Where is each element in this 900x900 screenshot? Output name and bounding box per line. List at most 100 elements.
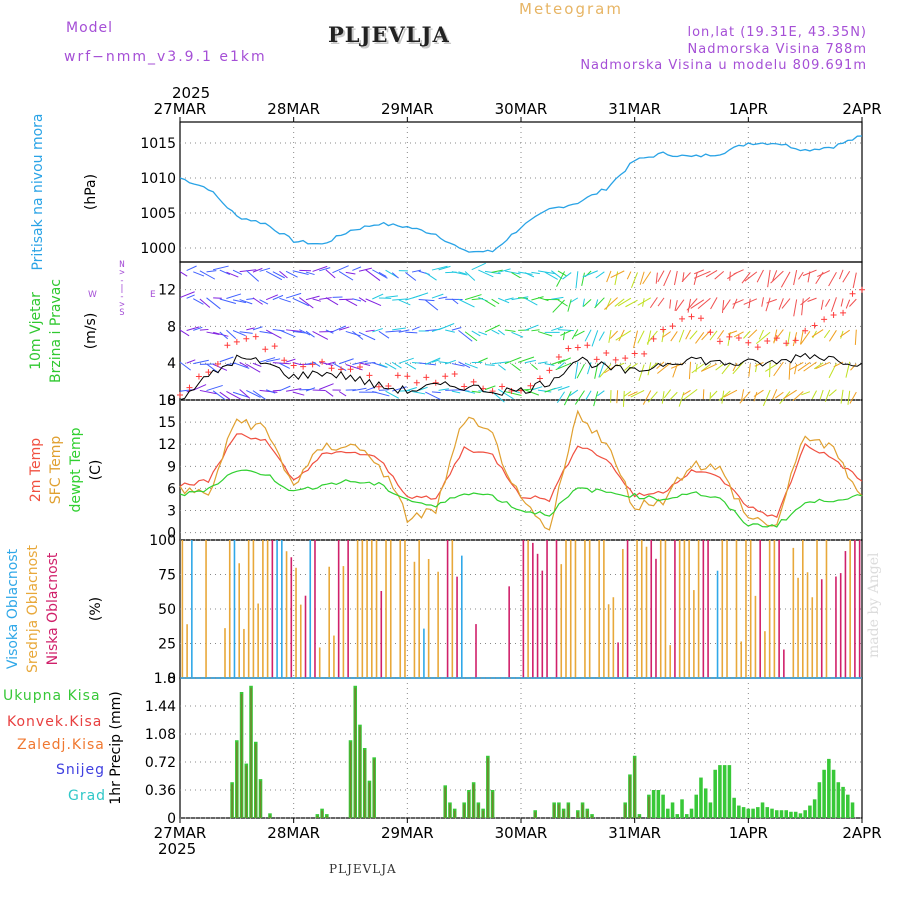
wind-axis-label: Brzina i Pravac — [48, 279, 64, 383]
y-tick-label: 1005 — [140, 206, 176, 222]
wind-arrow — [852, 272, 857, 289]
precip-total-bar — [756, 807, 760, 818]
wind-arrow — [319, 267, 331, 272]
wind-arrow — [842, 270, 851, 283]
wind-arrow — [186, 294, 195, 299]
wind-arrow — [794, 363, 798, 375]
wind-arrow — [781, 298, 791, 309]
wind-arrow — [802, 269, 817, 277]
wind-arrow — [614, 271, 619, 286]
wind-arrow — [319, 361, 334, 367]
wind-arrow — [232, 269, 243, 275]
wind-arrow — [524, 359, 536, 364]
wind-gust-marker — [508, 388, 515, 395]
wind-arrow — [721, 300, 725, 313]
precip-convective-bar — [354, 687, 357, 818]
wind-arrow — [584, 329, 592, 342]
wind-arrow — [213, 331, 229, 337]
precip-total-bar — [666, 808, 670, 818]
wind-arrow — [232, 330, 246, 337]
wind-arrow — [625, 299, 638, 308]
wind-arrow — [325, 297, 339, 306]
wind-arrow — [756, 269, 764, 283]
wind-arrow — [598, 361, 605, 378]
precip-total-bar — [841, 786, 845, 818]
wind-arrow — [305, 271, 315, 276]
wind-arrow — [259, 267, 271, 272]
wind-arrow — [391, 361, 402, 369]
wind-arrow — [358, 331, 376, 341]
wind-gust-marker — [499, 383, 506, 390]
wind-arrow — [425, 299, 439, 311]
wind-arrow — [823, 329, 831, 339]
wind-arrow — [179, 329, 190, 337]
wind-arrow — [792, 332, 798, 347]
wind-arrow — [338, 358, 354, 365]
cloud-mid-axis-label: Srednja Oblacnost — [25, 545, 41, 673]
precip-total-bar — [846, 794, 850, 818]
wind-arrow — [840, 298, 844, 307]
wind-arrow — [524, 389, 540, 396]
wind-arrow — [272, 329, 285, 332]
wind-arrow — [252, 267, 263, 273]
wind-gust-marker — [773, 335, 780, 342]
wind-arrow — [405, 362, 417, 370]
wind-arrow — [551, 326, 564, 332]
wind-arrow — [761, 297, 764, 307]
wind-arrow — [464, 294, 482, 301]
top-time-tick-label: 29MAR — [381, 100, 434, 118]
temp-dew-axis-label: dewpt Temp — [68, 427, 84, 512]
precip-convective-bar — [591, 816, 593, 818]
wind-arrow — [732, 361, 744, 375]
y-tick-label: 6 — [167, 481, 176, 497]
wind-arrow — [292, 391, 305, 396]
wind-arrow — [219, 298, 236, 304]
wind-arrow — [570, 297, 579, 303]
precip-total-bar — [684, 814, 689, 818]
precip-total-bar — [798, 813, 803, 818]
precip-total-bar — [732, 797, 736, 818]
wind-arrow — [783, 389, 797, 399]
temp-dewpoint-line — [179, 469, 863, 528]
wind-gust-marker — [802, 327, 809, 334]
wind-arrow — [585, 390, 592, 400]
precip-total-bar — [746, 808, 751, 818]
wind-arrow — [693, 272, 698, 285]
precip-convective-bar — [245, 765, 248, 818]
precip-total-bar — [779, 810, 784, 818]
wind-arrow — [741, 389, 745, 401]
wind-arrow — [325, 329, 334, 334]
wind-arrow — [824, 389, 831, 403]
precip-convective-bar — [259, 781, 262, 818]
y-tick-label: 4 — [167, 356, 176, 372]
wind-gust-marker — [432, 379, 439, 386]
wind-gust-marker — [811, 322, 818, 329]
wind-arrow — [537, 296, 549, 302]
y-tick-label: 0 — [167, 393, 176, 409]
y-tick-label: 0 — [167, 811, 176, 827]
wind-arrow — [352, 387, 367, 392]
precip-convective-bar — [453, 810, 456, 818]
precip-total-bar — [760, 802, 765, 818]
wind-arrow — [800, 330, 811, 345]
cloud-unit-label: (%) — [88, 597, 104, 621]
wind-gust-marker — [697, 315, 704, 322]
wind-arrow — [593, 391, 599, 407]
wind-arrow — [702, 389, 705, 400]
wind-arrow — [259, 330, 273, 334]
y-tick-label: 50 — [158, 602, 176, 618]
wind-arrow — [478, 269, 494, 278]
wind-arrow — [647, 362, 652, 376]
wind-arrow — [425, 272, 437, 281]
wind-arrow — [793, 299, 798, 317]
precip-convective-bar — [444, 787, 446, 818]
precip-legend-item: Snijeg — [56, 762, 105, 778]
wind-gust-marker — [859, 286, 865, 293]
wind-arrow — [744, 271, 758, 282]
wind-gust-marker — [641, 350, 648, 357]
wind-arrow — [709, 330, 718, 341]
wind-arrow — [405, 386, 417, 392]
wind-arrow — [778, 298, 784, 310]
wind-arrow — [518, 297, 528, 300]
wind-arrow — [319, 383, 334, 390]
